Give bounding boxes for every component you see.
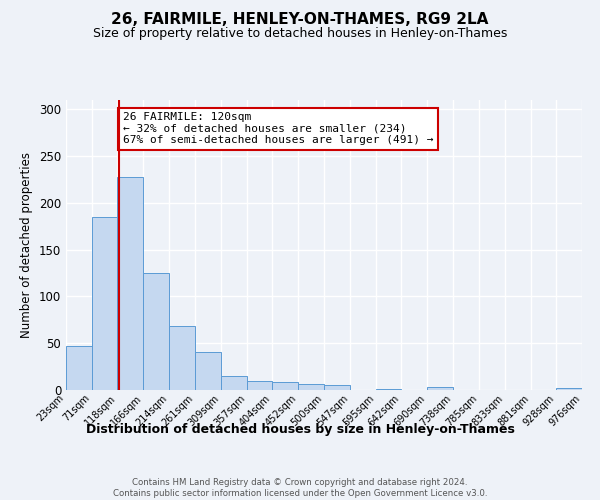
Text: 26, FAIRMILE, HENLEY-ON-THAMES, RG9 2LA: 26, FAIRMILE, HENLEY-ON-THAMES, RG9 2LA [112, 12, 488, 28]
Bar [118, 176, 143, 390]
Bar [376, 389, 401, 390]
Bar [195, 352, 221, 390]
Bar [169, 326, 195, 390]
Bar [247, 380, 272, 390]
Bar [272, 382, 298, 390]
Y-axis label: Number of detached properties: Number of detached properties [20, 152, 34, 338]
Bar [298, 384, 324, 390]
Bar [143, 273, 169, 390]
Bar [92, 217, 118, 390]
Bar [66, 346, 92, 390]
Text: Contains HM Land Registry data © Crown copyright and database right 2024.
Contai: Contains HM Land Registry data © Crown c… [113, 478, 487, 498]
Bar [427, 387, 453, 390]
Text: Distribution of detached houses by size in Henley-on-Thames: Distribution of detached houses by size … [86, 422, 514, 436]
Bar [556, 388, 582, 390]
Bar [324, 386, 350, 390]
Text: Size of property relative to detached houses in Henley-on-Thames: Size of property relative to detached ho… [93, 28, 507, 40]
Text: 26 FAIRMILE: 120sqm
← 32% of detached houses are smaller (234)
67% of semi-detac: 26 FAIRMILE: 120sqm ← 32% of detached ho… [123, 112, 433, 146]
Bar [221, 376, 247, 390]
